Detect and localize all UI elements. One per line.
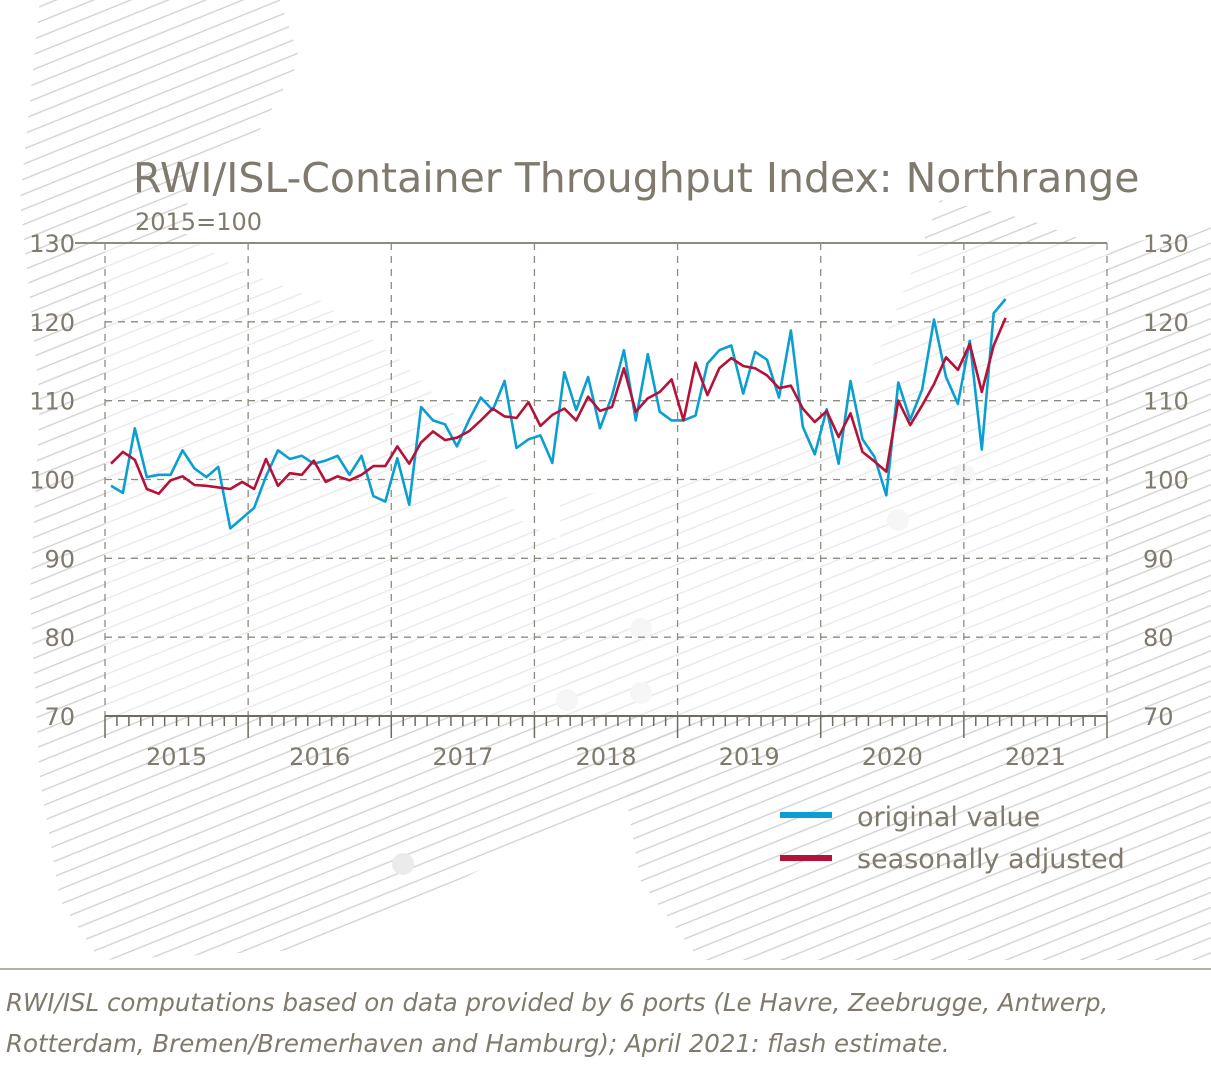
y-tick-label-right: 110 [1143,388,1189,416]
legend-label-original: original value [857,802,1040,833]
x-tick-label: 2015 [146,743,207,771]
x-tick-label: 2016 [289,743,350,771]
legend: original value seasonally adjusted [780,802,1125,875]
series-lines [110,298,1007,530]
x-tick-label: 2021 [1005,743,1066,771]
y-tick-label-right: 130 [1143,230,1189,258]
x-tick-label: 2019 [719,743,780,771]
source-note: RWI/ISL computations based on data provi… [6,988,1109,1058]
y-tick-label-left: 90 [44,545,75,573]
y-tick-label-right: 80 [1143,624,1174,652]
y-tick-label-left: 110 [29,388,75,416]
y-tick-label-right: 90 [1143,545,1174,573]
y-tick-label-left: 70 [44,703,75,731]
grid [104,243,1108,716]
y-tick-label-left: 100 [29,467,75,495]
series-seasonal-line [110,317,1007,496]
legend-label-seasonal: seasonally adjusted [857,844,1125,875]
x-tick-label: 2020 [862,743,923,771]
y-tick-label-right: 120 [1143,309,1189,337]
y-tick-label-left: 120 [29,309,75,337]
series-original-line [110,298,1007,530]
chart-title: RWI/ISL-Container Throughput Index: Nort… [133,154,1139,202]
y-tick-label-left: 80 [44,624,75,652]
x-tick-label: 2017 [432,743,493,771]
axes: 70 70 80 80 90 90 100 100 110 110 120 120 130 130 2015… [29,230,1189,771]
y-tick-label-right: 100 [1143,467,1189,495]
y-tick-label-right: 70 [1143,703,1174,731]
chart-subtitle: 2015=100 [135,208,262,236]
y-tick-label-left: 130 [29,230,75,258]
x-tick-label: 2018 [575,743,636,771]
